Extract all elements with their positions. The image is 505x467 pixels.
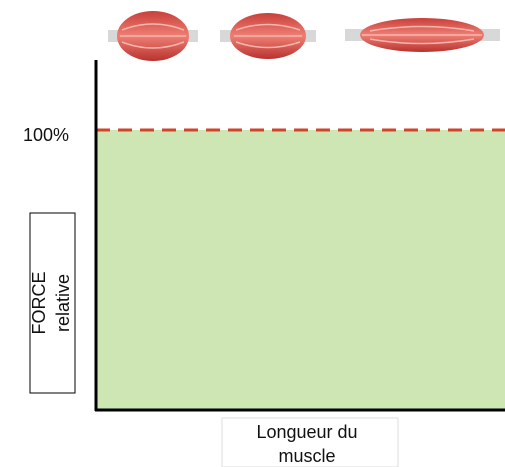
force-area — [96, 130, 505, 410]
muscle-icon-long — [345, 18, 500, 52]
y-label-box — [29, 212, 76, 394]
x-label: Longueur du — [256, 422, 357, 442]
x-label-box — [221, 417, 399, 467]
x-label: muscle — [278, 446, 335, 466]
y-label: relative — [53, 274, 73, 332]
tick-label: 100% — [23, 125, 69, 145]
muscle-icon-short — [108, 11, 198, 61]
muscle-icon-medium — [220, 13, 316, 59]
y-label: FORCE — [29, 272, 49, 335]
